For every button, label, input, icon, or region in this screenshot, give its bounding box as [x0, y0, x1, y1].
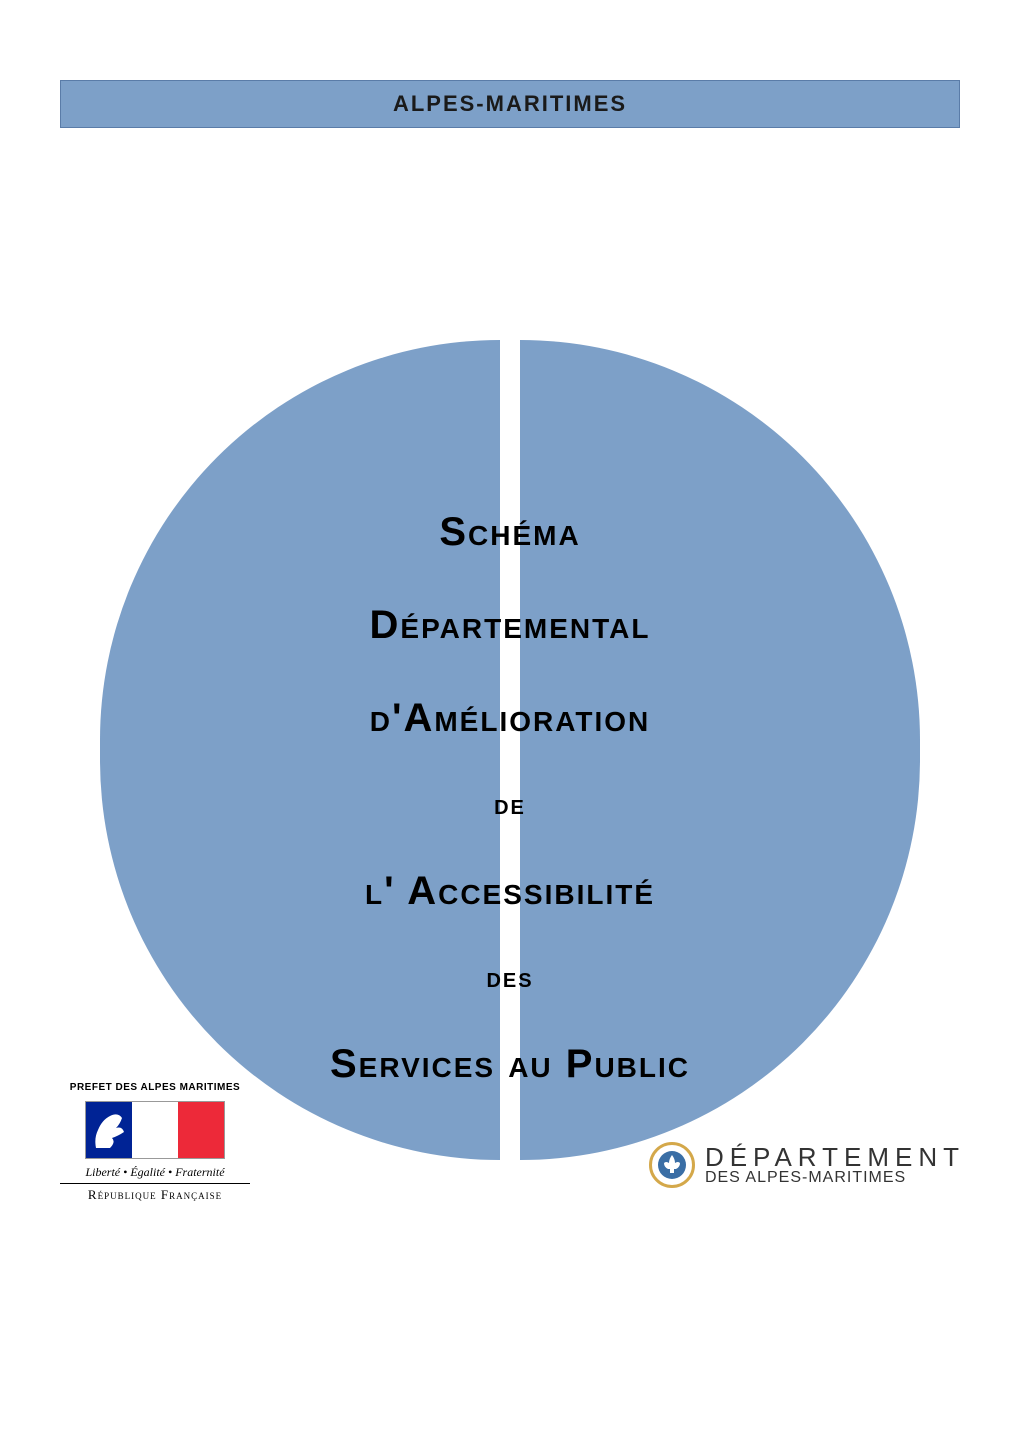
departement-word: DÉPARTEMENT [705, 1144, 965, 1170]
departement-logo-block: DÉPARTEMENT DES ALPES-MARITIMES [649, 1142, 965, 1188]
departement-sub: DES ALPES-MARITIMES [705, 1170, 965, 1186]
flag-white-stripe [132, 1102, 178, 1158]
header-banner: ALPES-MARITIMES [60, 80, 960, 128]
title-line-3: d'Amélioration [370, 696, 651, 741]
prefet-label: PREFET DES ALPES MARITIMES [60, 1082, 250, 1093]
title-line-1: Schéma [439, 510, 580, 555]
prefet-logo-block: PREFET DES ALPES MARITIMES Liberté • Éga… [60, 1082, 250, 1203]
prefet-motto: Liberté • Égalité • Fraternité [60, 1165, 250, 1184]
departement-badge-inner [658, 1151, 686, 1179]
prefet-republic: République Française [60, 1187, 250, 1203]
title-line-5: l' Accessibilité [365, 869, 655, 914]
fleur-de-lis-icon [658, 1151, 686, 1179]
flag-red-stripe [178, 1102, 224, 1158]
departement-badge-icon [649, 1142, 695, 1188]
title-line-4: de [494, 789, 526, 821]
flag-blue-stripe [86, 1102, 132, 1158]
marianne-icon [92, 1110, 126, 1150]
title-line-7: Services au Public [330, 1042, 690, 1087]
document-title-stack: Schéma Départemental d'Amélioration de l… [0, 510, 1020, 1087]
french-flag-logo [85, 1101, 225, 1159]
header-label: ALPES-MARITIMES [393, 91, 627, 117]
title-line-2: Départemental [370, 603, 651, 648]
title-line-6: des [486, 962, 533, 994]
departement-text: DÉPARTEMENT DES ALPES-MARITIMES [705, 1144, 965, 1186]
